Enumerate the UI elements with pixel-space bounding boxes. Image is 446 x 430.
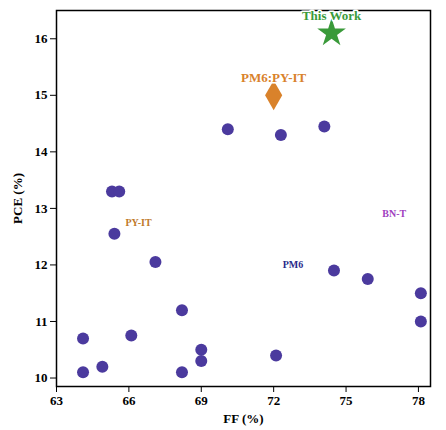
svg-text:10: 10 [35,370,48,385]
svg-text:15: 15 [35,87,49,102]
svg-text:PCE (%): PCE (%) [10,173,25,224]
svg-text:75: 75 [340,393,354,408]
svg-text:13: 13 [35,201,49,216]
svg-text:63: 63 [50,393,64,408]
svg-text:This Work: This Work [302,8,362,23]
svg-text:11: 11 [35,314,47,329]
svg-text:PM6:PY-IT: PM6:PY-IT [241,70,307,85]
svg-text:69: 69 [195,393,209,408]
svg-text:PY-IT: PY-IT [125,217,152,228]
svg-text:12: 12 [35,257,48,272]
svg-text:14: 14 [35,144,49,159]
svg-text:78: 78 [412,393,426,408]
svg-text:PM6: PM6 [283,259,304,270]
svg-text:66: 66 [122,393,136,408]
svg-text:BN-T: BN-T [382,208,406,219]
svg-text:72: 72 [267,393,280,408]
svg-text:16: 16 [35,31,49,46]
svg-text:FF (%): FF (%) [223,411,263,426]
